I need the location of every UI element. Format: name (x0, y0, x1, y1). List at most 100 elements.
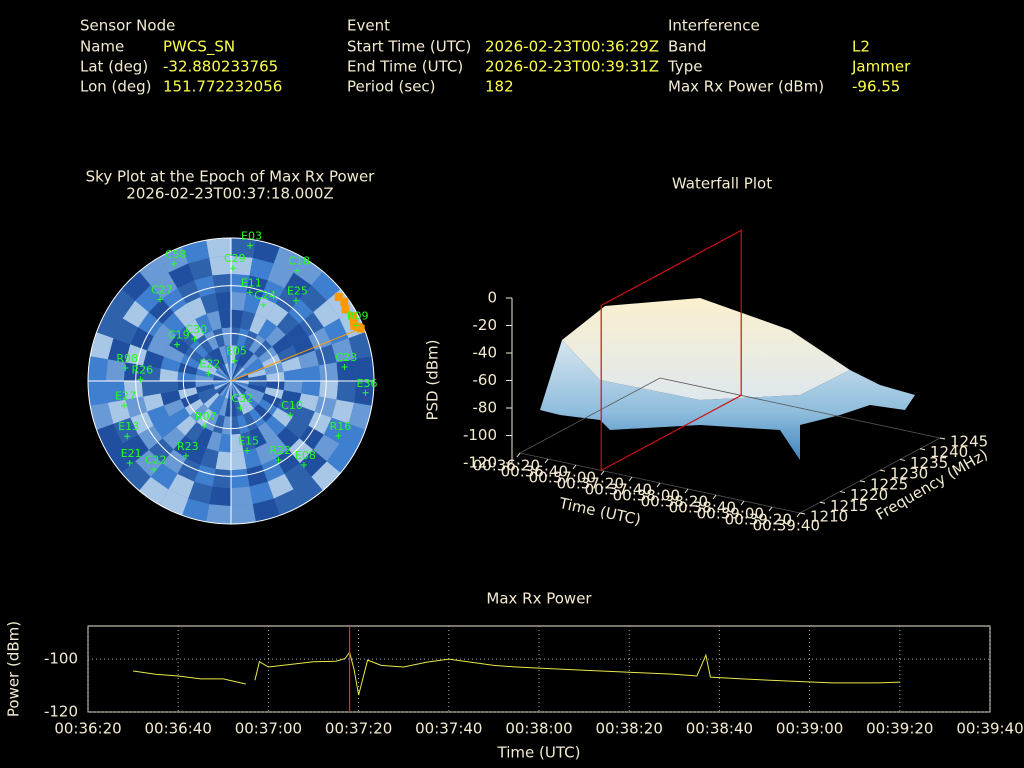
z-tick-label: -40 (473, 344, 498, 362)
z-tick-label: -20 (473, 316, 498, 334)
sky-cell (313, 434, 340, 462)
sky-cell (277, 399, 299, 417)
sky-cell (204, 330, 219, 350)
sky-cell (231, 504, 256, 524)
sky-cell (189, 404, 208, 423)
sky-cell (212, 414, 225, 434)
sky-cell (311, 461, 341, 491)
satellite-marker (244, 447, 251, 454)
sky-cell (143, 393, 164, 412)
satellite-label: C23 (336, 351, 358, 364)
sky-cell (194, 275, 216, 297)
sky-cell (209, 486, 231, 507)
satellite-label: E15 (238, 435, 259, 448)
y-tick-label: 1225 (870, 475, 908, 493)
x-tick-label: 00:38:20 (596, 720, 663, 738)
section-title: Sensor Node (80, 17, 175, 35)
sky-cell (212, 328, 225, 348)
sky-cell (231, 433, 244, 453)
surface-top (562, 298, 850, 400)
sky-cell (200, 448, 219, 469)
sky-cell (224, 345, 231, 364)
satellite-marker (170, 260, 177, 267)
satellite-marker (137, 376, 144, 383)
y-tick (819, 501, 826, 504)
x-tick (684, 488, 689, 494)
sky-cell (237, 414, 250, 434)
surface-side (540, 340, 915, 460)
sky-cell (273, 246, 303, 273)
sky-cell (231, 381, 235, 399)
sky-cell (273, 489, 303, 516)
sky-cell (308, 327, 332, 351)
sky-cell (213, 374, 231, 381)
sky-cell (96, 309, 123, 339)
sky-cell (215, 381, 231, 393)
x-tick-label: 00:38:40 (669, 499, 736, 517)
chart-title: Waterfall Plot (672, 175, 772, 193)
sky-cell (323, 318, 349, 345)
jammer-point (341, 305, 350, 314)
sky-cell (177, 371, 196, 381)
z-tick-label: 0 (487, 289, 497, 307)
sky-cell (354, 381, 374, 406)
sky-cell (252, 498, 280, 522)
sky-cell (209, 255, 231, 276)
x-tick-label: 00:38:40 (686, 720, 753, 738)
sky-cell (298, 393, 319, 412)
jammer-bearing (230, 326, 364, 382)
sky-cell (107, 289, 136, 319)
sky-cell (148, 438, 174, 464)
sky-cell (240, 310, 256, 331)
jammer-point (340, 297, 349, 306)
sky-cell (237, 347, 249, 366)
sky-cell (293, 257, 323, 286)
sky-cell (163, 345, 185, 363)
satellite-label: E03 (241, 230, 262, 243)
sky-cell (122, 300, 149, 328)
sky-cell (266, 435, 289, 459)
sky-cell (208, 350, 223, 368)
sky-cell (88, 356, 108, 381)
sky-cell (213, 347, 225, 366)
sky-cell (243, 412, 258, 432)
sky-cell (141, 365, 161, 381)
sky-cell (218, 309, 231, 329)
x-tick-label: 00:37:40 (585, 481, 652, 499)
sky-cell (257, 319, 277, 340)
sky-cell (184, 346, 204, 364)
sky-cell (243, 330, 258, 350)
y-tick-label: 1245 (950, 433, 988, 451)
sky-cell (123, 362, 143, 381)
field-label: Lat (deg) (80, 58, 148, 76)
field-value: Jammer (851, 58, 911, 76)
sky-cell (218, 397, 228, 417)
sky-cell (272, 407, 293, 427)
sky-cell (186, 297, 207, 320)
x-tick-label: 00:39:00 (697, 505, 764, 523)
y-tick-label: 1210 (810, 508, 848, 526)
sky-cell (248, 381, 267, 388)
satellite-marker (260, 301, 267, 308)
sky-cell (231, 381, 245, 395)
x-tick-label: 00:39:20 (725, 511, 792, 529)
sky-cell (196, 408, 214, 428)
sky-cell (219, 365, 231, 381)
sky-cell (261, 280, 285, 304)
sky-cell (243, 293, 262, 314)
sky-cell (231, 363, 238, 381)
sky-cell (242, 353, 259, 370)
sky-cell (194, 465, 216, 487)
satellite-label: C32 (231, 392, 253, 405)
sky-cell (195, 384, 215, 394)
satellite-marker (173, 341, 180, 348)
sky-cell (180, 354, 200, 369)
satellite-label: C10 (281, 399, 303, 412)
field-label: Max Rx Power (dBm) (668, 78, 824, 96)
x-axis-label: Time (UTC) (497, 744, 581, 762)
satellite-marker (275, 456, 282, 463)
sky-cell (246, 363, 265, 375)
satellite-label: R07 (195, 410, 217, 423)
sky-cell (277, 345, 299, 363)
sky-cell (231, 381, 249, 388)
